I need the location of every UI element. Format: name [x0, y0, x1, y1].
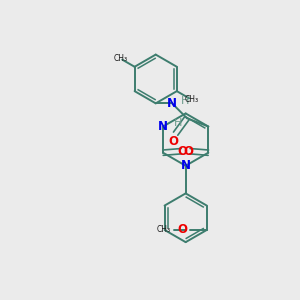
Text: CH₃: CH₃	[113, 54, 127, 63]
Text: N: N	[158, 120, 168, 133]
Text: O: O	[184, 145, 194, 158]
Text: H: H	[180, 96, 189, 106]
Text: O: O	[177, 224, 187, 236]
Text: CH₃: CH₃	[157, 226, 171, 235]
Text: O: O	[178, 145, 188, 158]
Text: N: N	[167, 97, 177, 110]
Text: O: O	[168, 135, 178, 148]
Text: H: H	[173, 118, 182, 128]
Text: N: N	[181, 159, 191, 172]
Text: CH₃: CH₃	[184, 95, 198, 104]
